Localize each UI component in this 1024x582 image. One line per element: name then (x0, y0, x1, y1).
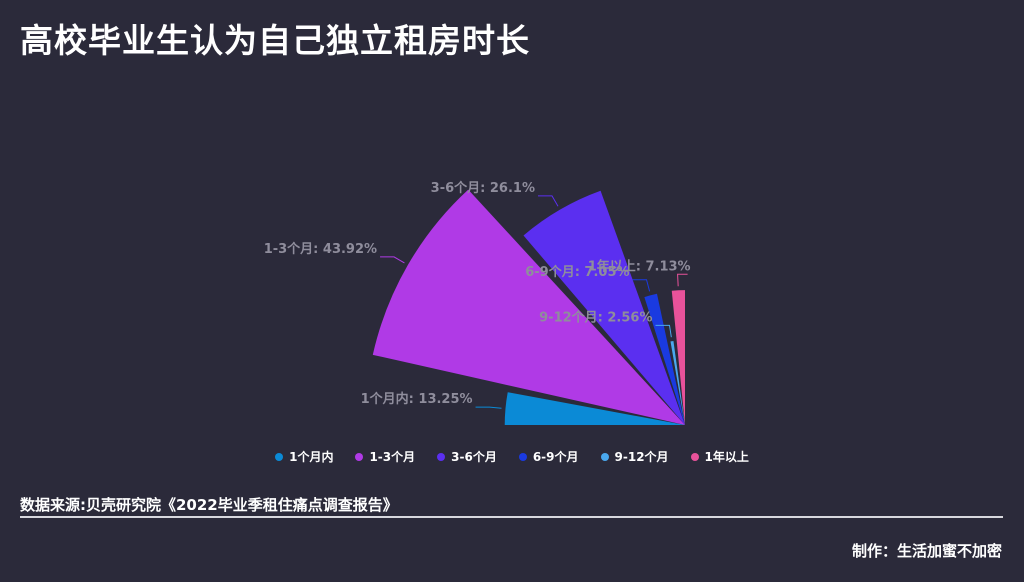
data-source: 数据来源:贝壳研究院《2022毕业季租住痛点调查报告》 (20, 496, 398, 514)
legend-label: 6-9个月 (532, 450, 579, 464)
rose-slice-0[interactable] (504, 392, 685, 425)
slice-label-2: 3-6个月: 26.1% (431, 180, 535, 196)
leader-line-4 (655, 324, 672, 338)
rose-slice-4[interactable] (670, 340, 685, 425)
leader-line-3 (632, 279, 651, 292)
legend-item-5[interactable]: 1年以上 (690, 448, 749, 465)
rose-slice-2[interactable] (523, 190, 685, 425)
legend-dot-icon (437, 452, 446, 461)
leader-line-1 (380, 256, 405, 264)
rose-chart: 1个月内: 13.25% 1-3个月: 43.92% 3-6个月: 26.1% 6-9… (264, 180, 691, 425)
legend-label: 1个月内 (289, 450, 334, 464)
legend-dot-icon (275, 452, 284, 461)
divider (20, 516, 1003, 518)
slice-label-4: 9-12个月: 2.56% (539, 309, 652, 325)
slice-label-1: 1-3个月: 43.92% (264, 241, 377, 257)
rose-slice-5[interactable] (671, 290, 685, 425)
slice-label-0: 1个月内: 13.25% (361, 391, 473, 407)
legend-item-4[interactable]: 9-12个月 (600, 448, 669, 465)
legend-dot-icon (600, 452, 609, 461)
leader-line-5 (677, 273, 688, 287)
legend-dot-icon (355, 452, 364, 461)
rose-slice-1[interactable] (372, 189, 685, 425)
leader-line-2 (537, 195, 559, 207)
chart-title: 高校毕业生认为自己独立租房时长 (20, 21, 530, 60)
slice-label-5: 1年以上: 7.13% (588, 258, 691, 274)
credit: 制作：生活加蜜不加密 (851, 542, 1002, 560)
legend-label: 3-6个月 (451, 450, 497, 464)
legend-dot-icon (690, 452, 699, 461)
legend-dot-icon (518, 452, 527, 461)
legend-item-0[interactable]: 1个月内 (275, 448, 333, 465)
legend-label: 1-3个月 (369, 450, 416, 464)
rose-slice-3[interactable] (644, 293, 685, 425)
leader-line-0 (475, 406, 502, 409)
legend: 1个月内 1-3个月 3-6个月 6-9个月 9-12个月 1年以上 (0, 448, 1024, 465)
legend-item-1[interactable]: 1-3个月 (355, 448, 415, 465)
legend-label: 9-12个月 (614, 450, 669, 464)
slice-label-3: 6-9个月: 7.05% (525, 264, 629, 280)
legend-label: 1年以上 (704, 450, 749, 464)
legend-item-3[interactable]: 6-9个月 (518, 448, 579, 465)
legend-item-2[interactable]: 3-6个月 (437, 448, 497, 465)
